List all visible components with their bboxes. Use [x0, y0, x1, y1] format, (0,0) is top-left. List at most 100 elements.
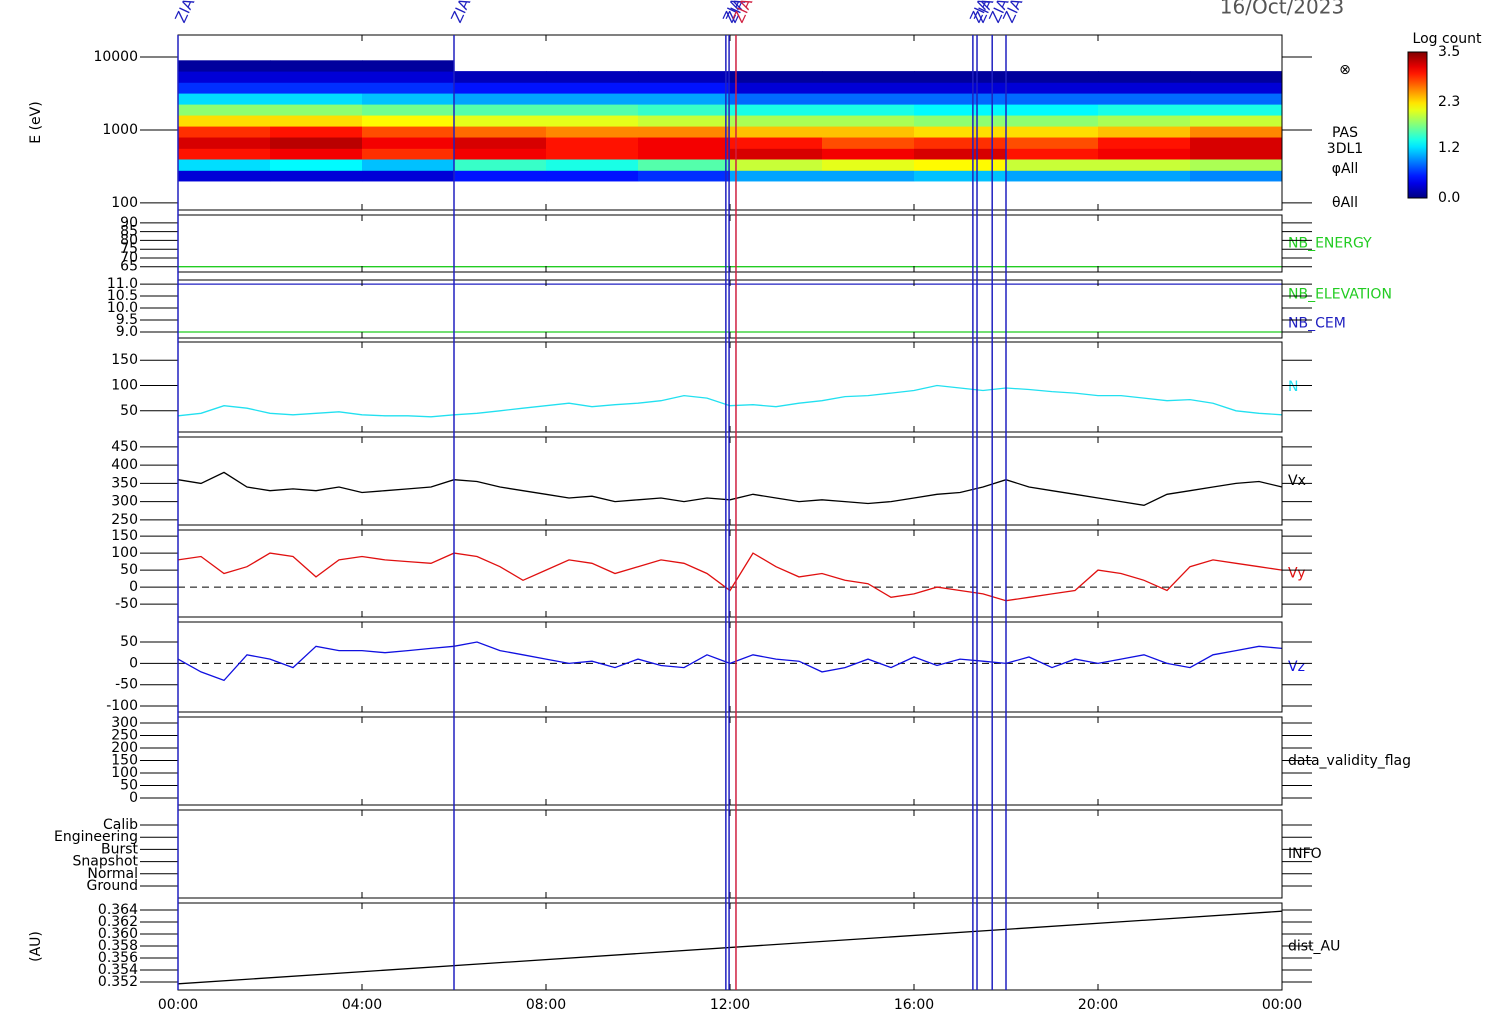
y-tick-label: 200 [111, 740, 138, 756]
series-label: NB_CEM [1288, 316, 1346, 332]
y-tick-label: 350 [111, 475, 138, 491]
spectrogram-cell [1006, 71, 1099, 83]
y-tick-label: 100 [111, 545, 138, 561]
y-tick-label: 0 [129, 579, 138, 595]
x-tick-label: 16:00 [894, 997, 934, 1013]
spectrogram-cell [1098, 115, 1191, 127]
spectrogram-cell [730, 148, 823, 160]
spectrogram-cell [178, 170, 271, 182]
spectrogram-cell [270, 104, 363, 116]
panel-annotation: φAll [1332, 161, 1359, 177]
series-label: NB_ENERGY [1288, 236, 1372, 252]
y-tick-label: 10.5 [107, 288, 138, 304]
y-tick-label: 0.364 [98, 902, 138, 918]
spectrogram-cell [362, 104, 455, 116]
category-label: Ground [87, 878, 139, 894]
y-tick-label: 11.0 [107, 276, 138, 292]
spectrogram-cell [1006, 126, 1099, 138]
panel-annotation: PAS [1332, 125, 1358, 141]
spectrogram-cell [730, 93, 823, 105]
y-tick-label: 65 [120, 259, 138, 275]
spectrogram-cell [454, 158, 547, 171]
data-line [177, 552, 1283, 602]
spectrogram-cell [270, 148, 363, 160]
spectrogram-cell [362, 71, 455, 83]
panel-annotation: θAll [1332, 195, 1358, 211]
spectrogram-cell [454, 71, 547, 83]
spectrogram-cell [914, 115, 1007, 127]
y-tick-label: 50 [120, 778, 138, 794]
y-tick-label: 10000 [93, 49, 138, 65]
y-axis-label: E (eV) [28, 101, 44, 143]
x-tick-label: 04:00 [342, 997, 382, 1013]
y-tick-label: 300 [111, 494, 138, 510]
spectrogram-cell [822, 137, 915, 149]
spectrogram-cell [822, 170, 915, 182]
y-tick-label: -100 [106, 698, 138, 714]
spectrogram-cell [270, 71, 363, 83]
panel-frame [177, 436, 1283, 526]
y-tick-label: 0 [129, 655, 138, 671]
spectrogram-cell [1006, 148, 1099, 160]
spectrogram-cell [1190, 115, 1283, 127]
y-tick-label: 0.354 [98, 962, 138, 978]
data-line [177, 471, 1283, 506]
y-tick-label: 450 [111, 439, 138, 455]
spectrogram-cell [638, 148, 731, 160]
y-tick-label: 250 [111, 512, 138, 528]
category-label: Calib [103, 817, 138, 833]
spectrogram-cell [454, 137, 547, 149]
panel-frame [177, 341, 1283, 433]
x-tick-label: 00:00 [1262, 997, 1302, 1013]
series-label: N [1288, 379, 1298, 395]
y-tick-label: 250 [111, 728, 138, 744]
spectrogram-cell [730, 158, 823, 171]
spectrogram-cell [178, 126, 271, 138]
event-label: ZIAS [447, 0, 478, 26]
spectrogram-cell [362, 126, 455, 138]
spectrogram-cell [546, 158, 639, 171]
spectrogram-cell [822, 71, 915, 83]
spectrogram-cell [1098, 137, 1191, 149]
colorbar-tick-label: 0.0 [1438, 190, 1460, 206]
y-tick-label: 100 [111, 195, 138, 211]
x-tick-label: 08:00 [526, 997, 566, 1013]
spectrogram-cell [178, 71, 271, 83]
spectrogram-cell [454, 82, 547, 94]
y-tick-label: 100 [111, 377, 138, 393]
spectrogram-cell [178, 60, 271, 72]
y-axis-label: (AU) [28, 931, 44, 962]
y-tick-label: 400 [111, 457, 138, 473]
spectrogram-cell [546, 82, 639, 94]
series-label: Vy [1288, 566, 1306, 582]
spectrogram-cell [178, 115, 271, 127]
y-tick-label: 150 [111, 753, 138, 769]
spectrogram-cell [1006, 104, 1099, 116]
y-tick-label: 75 [120, 241, 138, 257]
y-tick-label: 1000 [102, 122, 138, 138]
spectrogram-cell [270, 126, 363, 138]
spectrogram-cell [1098, 170, 1191, 182]
x-tick-label: 00:00 [158, 997, 198, 1013]
spectrogram-cell [178, 104, 271, 116]
panel-frame [177, 529, 1283, 618]
spectrogram-cell [638, 170, 731, 182]
spectrogram-cell [454, 104, 547, 116]
spectrogram-cell [1190, 158, 1283, 171]
y-tick-label: 85 [120, 224, 138, 240]
spectrogram-cell [822, 93, 915, 105]
panel-frame [177, 214, 1283, 273]
spectrogram-cell [1190, 93, 1283, 105]
spectrogram-cell [914, 104, 1007, 116]
spectrogram-cell [454, 115, 547, 127]
spectrogram-cell [178, 82, 271, 94]
panel-annotation: 3DL1 [1327, 141, 1363, 157]
spectrogram-cell [1190, 71, 1283, 83]
spectrogram-cell [362, 137, 455, 149]
panel-label: INFO [1288, 846, 1322, 862]
spectrogram-cell [270, 93, 363, 105]
spectrogram-cell [362, 115, 455, 127]
spectrogram-cell [914, 93, 1007, 105]
spectrogram-cell [546, 126, 639, 138]
series-label: Vz [1288, 659, 1305, 675]
